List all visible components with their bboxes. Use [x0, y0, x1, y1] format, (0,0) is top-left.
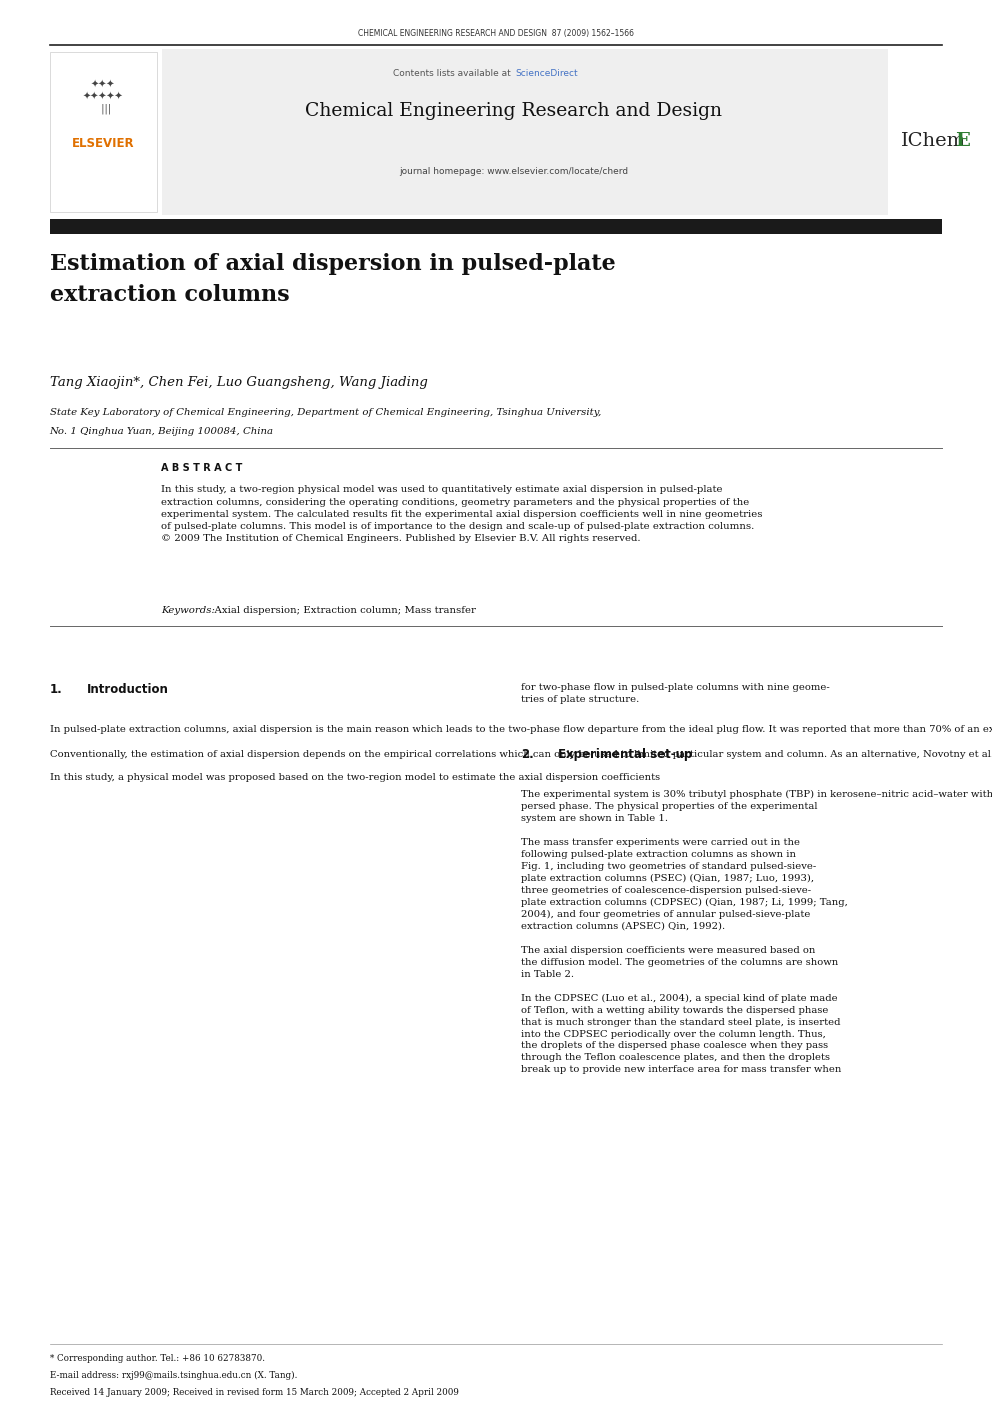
Text: Received 14 January 2009; Received in revised form 15 March 2009; Accepted 2 Apr: Received 14 January 2009; Received in re… [50, 1388, 458, 1396]
Text: Estimation of axial dispersion in pulsed-plate
extraction columns: Estimation of axial dispersion in pulsed… [50, 253, 615, 306]
Text: Tang Xiaojin*, Chen Fei, Luo Guangsheng, Wang Jiading: Tang Xiaojin*, Chen Fei, Luo Guangsheng,… [50, 376, 428, 389]
Text: 2.: 2. [521, 748, 534, 760]
Text: CHEMICAL ENGINEERING RESEARCH AND DESIGN  87 (2009) 1562–1566: CHEMICAL ENGINEERING RESEARCH AND DESIGN… [358, 29, 634, 38]
FancyBboxPatch shape [162, 49, 888, 215]
Text: ELSEVIER: ELSEVIER [71, 137, 135, 150]
Text: The experimental system is 30% tributyl phosphate (TBP) in kerosene–nitric acid–: The experimental system is 30% tributyl … [521, 790, 992, 1075]
Text: IChem: IChem [901, 132, 966, 150]
Text: journal homepage: www.elsevier.com/locate/cherd: journal homepage: www.elsevier.com/locat… [400, 167, 628, 175]
Text: * Corresponding author. Tel.: +86 10 62783870.: * Corresponding author. Tel.: +86 10 627… [50, 1354, 265, 1362]
FancyBboxPatch shape [50, 52, 157, 212]
Text: E-mail address: rxj99@mails.tsinghua.edu.cn (X. Tang).: E-mail address: rxj99@mails.tsinghua.edu… [50, 1371, 297, 1381]
Text: Axial dispersion; Extraction column; Mass transfer: Axial dispersion; Extraction column; Mas… [208, 606, 476, 615]
Text: A B S T R A C T: A B S T R A C T [161, 463, 242, 473]
Text: for two-phase flow in pulsed-plate columns with nine geome-
tries of plate struc: for two-phase flow in pulsed-plate colum… [521, 683, 829, 704]
Text: Keywords:: Keywords: [161, 606, 214, 615]
Text: Chemical Engineering Research and Design: Chemical Engineering Research and Design [306, 102, 722, 121]
Text: ScienceDirect: ScienceDirect [516, 69, 578, 77]
FancyBboxPatch shape [50, 219, 942, 234]
Text: 1.: 1. [50, 683, 62, 696]
Text: E: E [955, 132, 970, 150]
Text: No. 1 Qinghua Yuan, Beijing 100084, China: No. 1 Qinghua Yuan, Beijing 100084, Chin… [50, 427, 274, 435]
Text: In pulsed-plate extraction columns, axial dispersion is the main reason which le: In pulsed-plate extraction columns, axia… [50, 725, 992, 783]
Text: Contents lists available at: Contents lists available at [393, 69, 514, 77]
Text: In this study, a two-region physical model was used to quantitatively estimate a: In this study, a two-region physical mod… [161, 485, 762, 543]
Text: Introduction: Introduction [87, 683, 170, 696]
Text: ✦✦✦
✦✦✦✦✦
  |||: ✦✦✦ ✦✦✦✦✦ ||| [83, 80, 123, 114]
Text: Experimental set-up: Experimental set-up [558, 748, 692, 760]
Text: State Key Laboratory of Chemical Engineering, Department of Chemical Engineering: State Key Laboratory of Chemical Enginee… [50, 408, 601, 417]
